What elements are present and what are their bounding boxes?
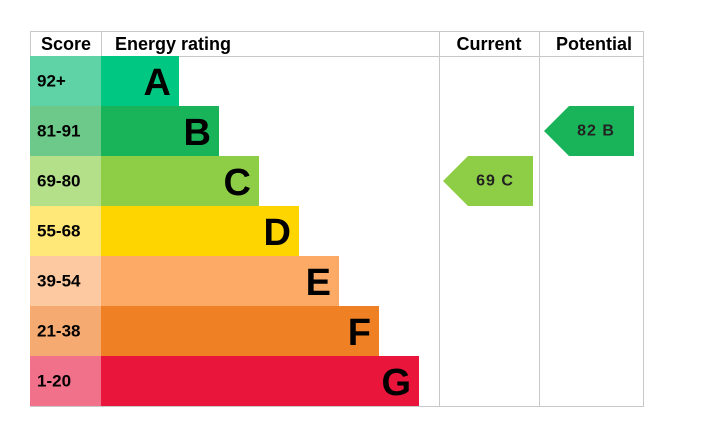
score-cell <box>30 306 101 356</box>
rating-bar <box>101 106 219 156</box>
score-label: 92+ <box>37 72 66 91</box>
rating-letter: A <box>144 62 171 104</box>
header-current: Current <box>456 34 521 54</box>
header-potential: Potential <box>556 34 632 54</box>
rating-bar <box>101 56 179 106</box>
potential-label: 82 B <box>577 123 615 140</box>
score-label: 81-91 <box>37 122 80 141</box>
score-label: 21-38 <box>37 322 80 341</box>
score-cell <box>30 256 101 306</box>
rating-letter: G <box>381 362 411 404</box>
rating-letter: F <box>348 312 371 354</box>
header-score: Score <box>41 34 91 54</box>
rating-bar <box>101 156 259 206</box>
score-cell <box>30 56 101 106</box>
rating-bar <box>101 306 379 356</box>
rating-bar <box>101 256 339 306</box>
score-label: 69-80 <box>37 172 80 191</box>
score-cell <box>30 206 101 256</box>
score-cell <box>30 106 101 156</box>
score-label: 1-20 <box>37 372 71 391</box>
current-arrow <box>443 156 533 206</box>
rating-bar <box>101 206 299 256</box>
rating-letter: C <box>224 162 251 204</box>
header-rating: Energy rating <box>115 34 231 54</box>
rating-letter: B <box>184 112 211 154</box>
score-cell <box>30 156 101 206</box>
score-label: 39-54 <box>37 272 81 291</box>
rating-letter: E <box>306 262 331 304</box>
potential-arrow <box>544 106 634 156</box>
rating-letter: D <box>264 212 291 254</box>
score-cell <box>30 356 101 406</box>
score-label: 55-68 <box>37 222 80 241</box>
current-label: 69 C <box>476 173 514 190</box>
rating-bar <box>101 356 419 406</box>
